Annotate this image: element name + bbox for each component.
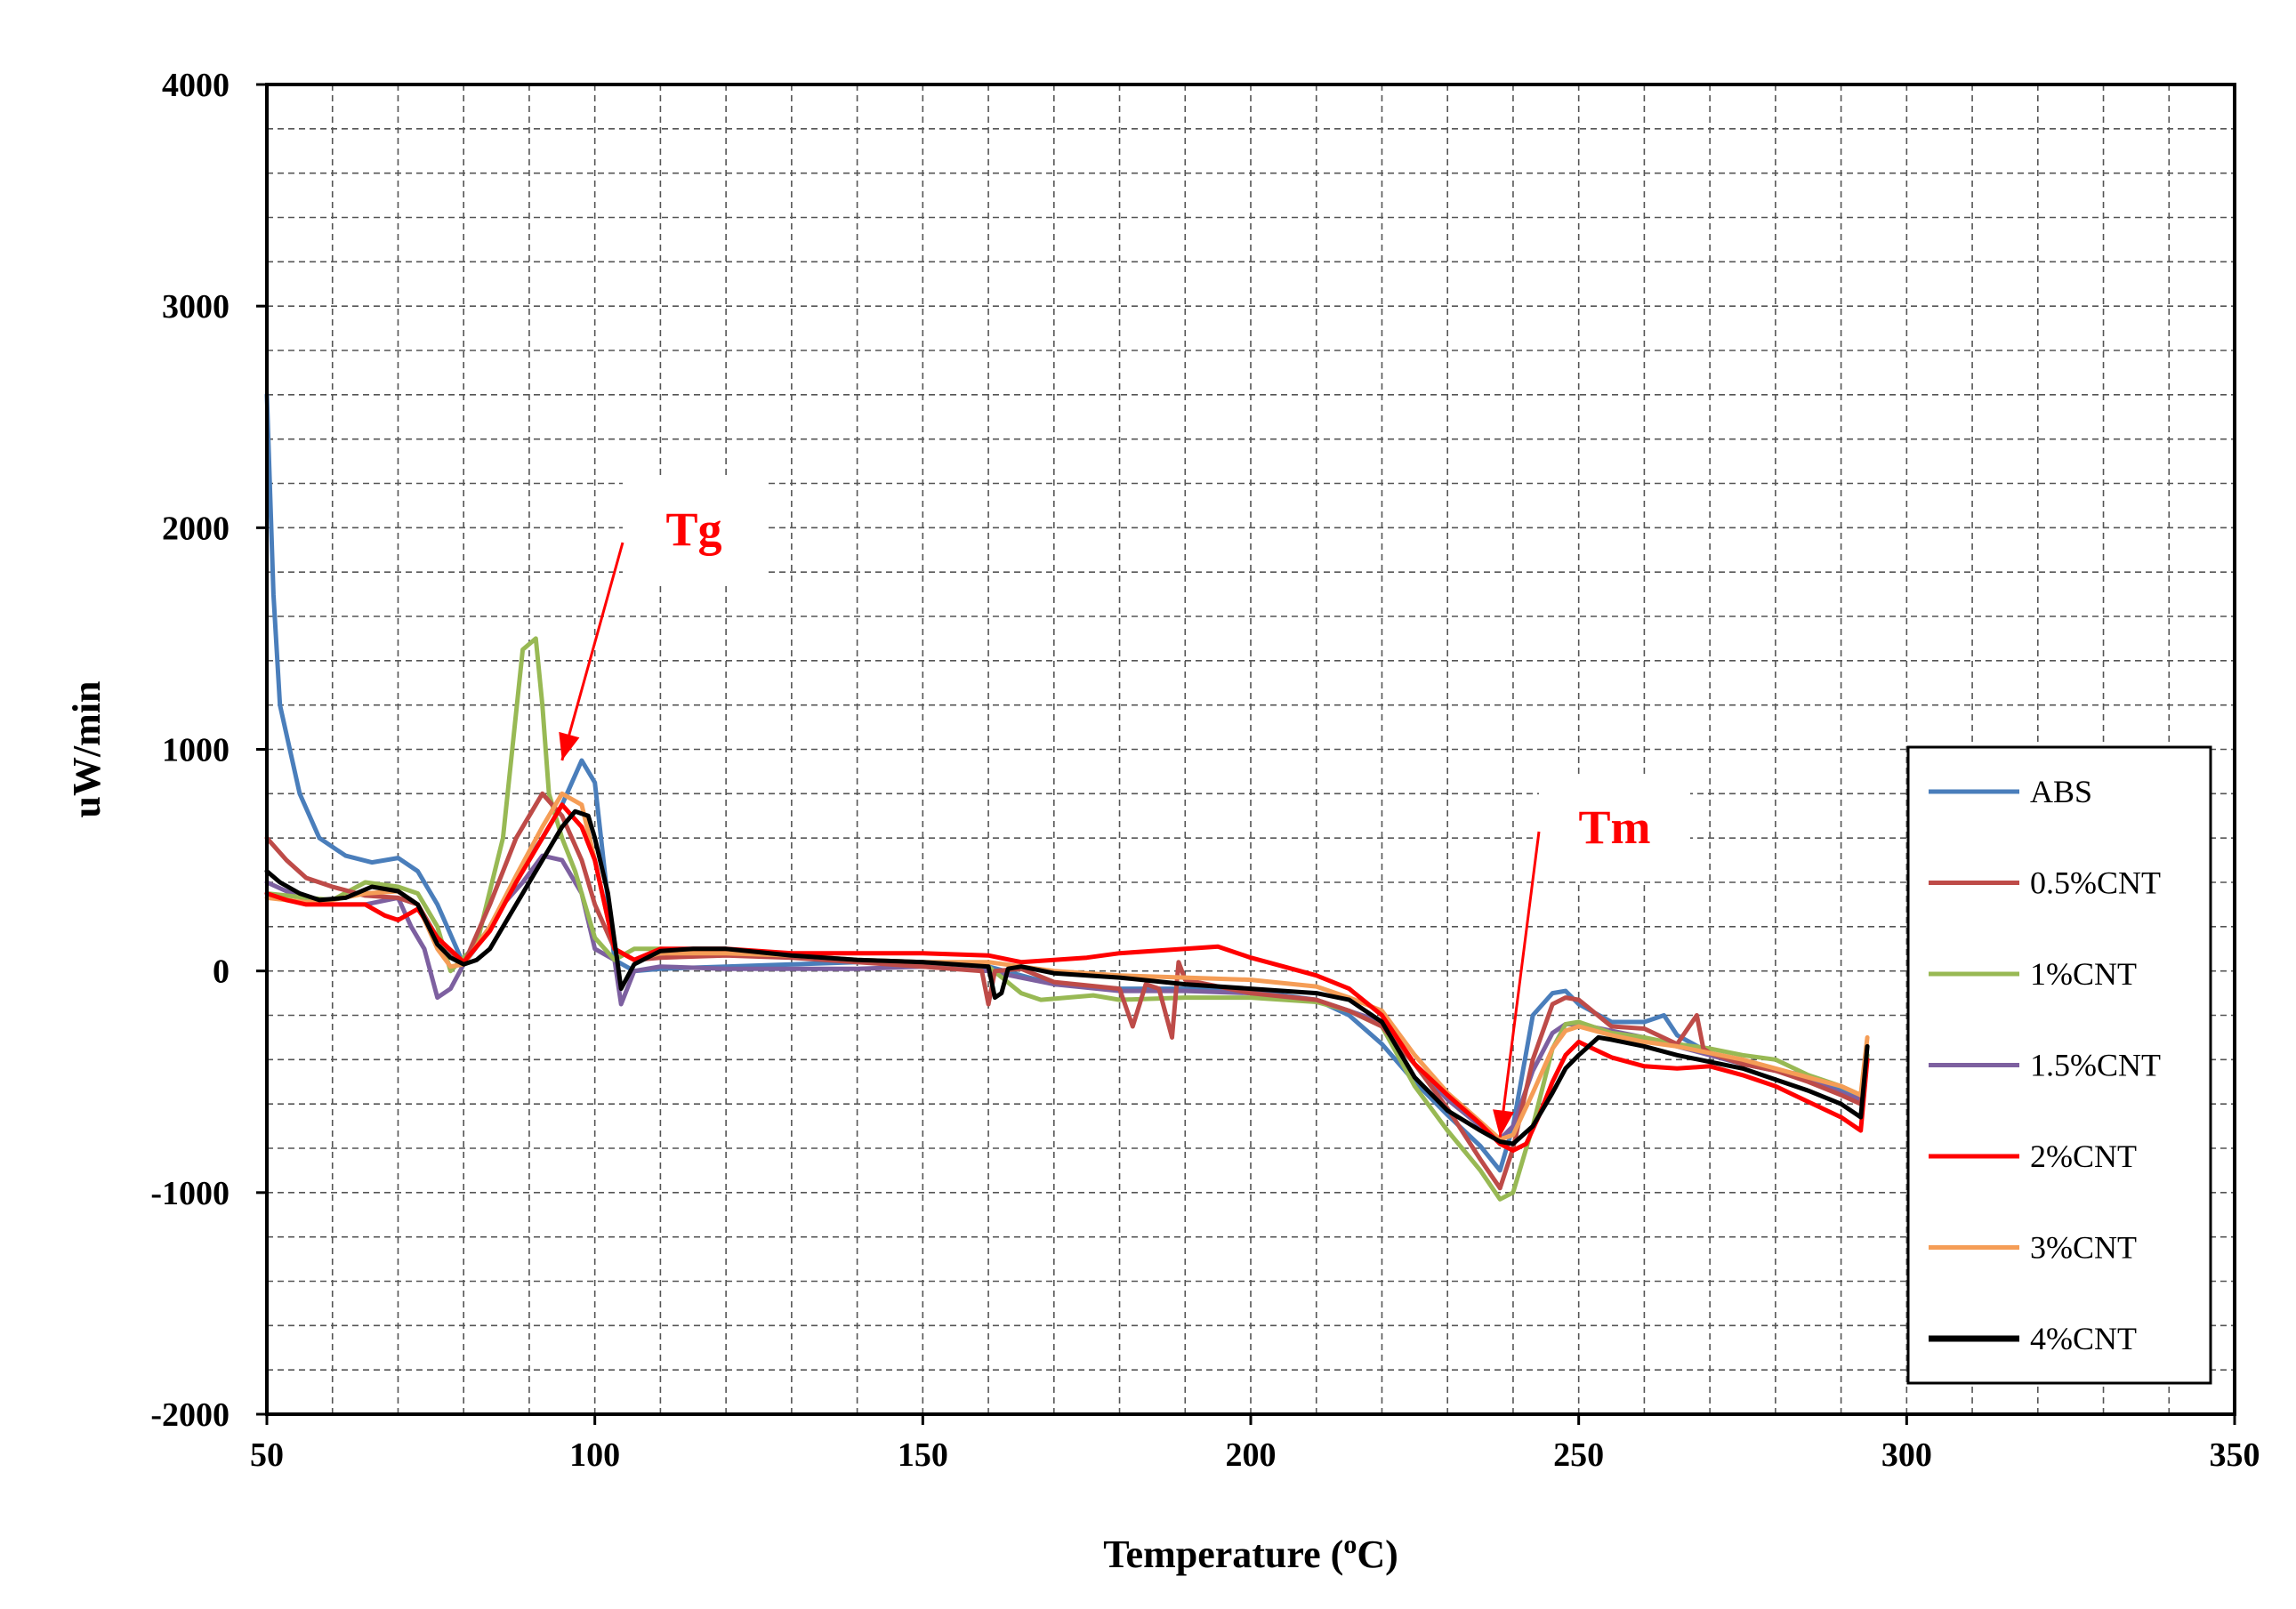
y-tick-label: 2000 xyxy=(162,510,230,547)
y-tick-label: -2000 xyxy=(150,1396,230,1434)
annotation-arrow-line xyxy=(1498,831,1541,1138)
legend-item: 4%CNT xyxy=(1929,1321,2137,1356)
x-axis-title-main: Temperature ( xyxy=(1103,1533,1343,1576)
legend-item: 2%CNT xyxy=(1929,1138,2137,1174)
x-tick-label: 150 xyxy=(898,1436,948,1474)
annotations: Tg Tm xyxy=(559,476,1690,1138)
legend-label: 2%CNT xyxy=(2030,1138,2137,1174)
series-line-2-cnt xyxy=(264,802,1870,1153)
y-tick-label: 1000 xyxy=(162,732,230,769)
legend: ABS 0.5%CNT 1%CNT 1.5%CNT 2%CNT 3%CNT 4%CNT xyxy=(1906,745,2212,1385)
x-axis-ticks: 50 100 150 200 250 300 350 xyxy=(250,1414,2260,1474)
y-tick-label: 4000 xyxy=(162,67,230,104)
annotation-arrow-line xyxy=(560,542,624,761)
annotation-label-tg: Tg xyxy=(665,503,721,556)
legend-label: 0.5%CNT xyxy=(2030,865,2161,901)
y-tick-label: 0 xyxy=(213,953,230,991)
x-axis-title-superscript: o xyxy=(1343,1530,1357,1559)
series-line-0-5-cnt xyxy=(264,791,1870,1191)
y-tick-label: -1000 xyxy=(150,1175,230,1212)
legend-item: ABS xyxy=(1929,774,2092,809)
annotation-arrowhead xyxy=(1493,1109,1514,1138)
y-axis-title: uW/min xyxy=(65,680,109,817)
x-tick-label: 50 xyxy=(250,1436,284,1474)
legend-item: 3%CNT xyxy=(1929,1230,2137,1266)
x-axis-title-tail: C) xyxy=(1357,1533,1398,1576)
x-tick-label: 100 xyxy=(569,1436,620,1474)
y-axis-ticks: -2000 -1000 0 1000 2000 3000 4000 xyxy=(150,67,267,1434)
legend-label: 1%CNT xyxy=(2030,956,2137,992)
x-tick-label: 350 xyxy=(2210,1436,2260,1474)
legend-item: 1%CNT xyxy=(1929,956,2137,992)
annotation-box xyxy=(1539,774,1690,881)
annotation-box xyxy=(623,476,765,583)
legend-item: 0.5%CNT xyxy=(1929,865,2161,901)
x-tick-label: 250 xyxy=(1553,1436,1604,1474)
series-line-4-cnt xyxy=(264,809,1870,1146)
legend-label: 4%CNT xyxy=(2030,1321,2137,1356)
x-axis-title: Temperature (oC) xyxy=(1103,1530,1398,1576)
annotation-label-tm: Tm xyxy=(1579,800,1651,854)
legend-item: 1.5%CNT xyxy=(1929,1048,2161,1083)
legend-label: 1.5%CNT xyxy=(2030,1048,2161,1083)
series-layer xyxy=(264,392,1870,1202)
legend-label: 3%CNT xyxy=(2030,1230,2137,1266)
x-tick-label: 300 xyxy=(1881,1436,1932,1474)
legend-label: ABS xyxy=(2030,774,2092,809)
annotation-arrowhead xyxy=(559,731,580,760)
x-tick-label: 200 xyxy=(1226,1436,1277,1474)
y-tick-label: 3000 xyxy=(162,288,230,326)
